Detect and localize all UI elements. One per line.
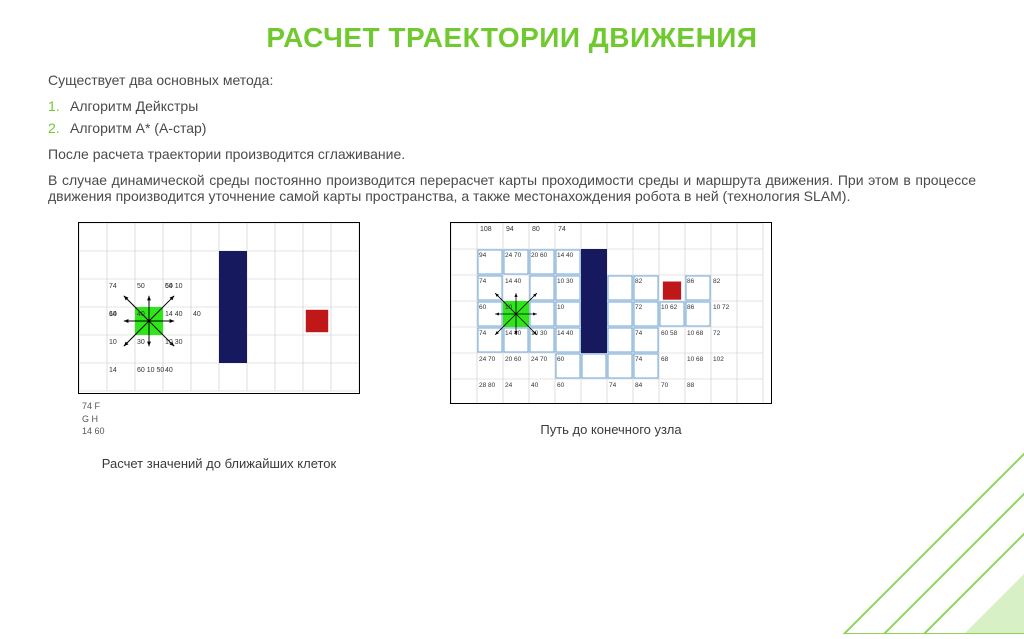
svg-text:86: 86 [687,304,695,311]
svg-text:10 62: 10 62 [661,304,678,311]
svg-text:14 40: 14 40 [557,330,574,337]
figure-1-caption: Расчет значений до ближайших клеток [102,456,336,471]
legend-line-2: G H [82,413,105,426]
figure-2-frame: 108 94 80 74 94 24 70 20 60 14 40 74 14 40 10 30 82… [450,222,772,404]
svg-text:10 68: 10 68 [687,356,704,363]
svg-text:24 70: 24 70 [479,356,496,363]
methods-list: Алгоритм Дейкстры Алгоритм A* (А-стар) [48,98,976,136]
svg-text:72: 72 [635,304,643,311]
svg-text:74: 74 [109,283,117,290]
svg-text:60: 60 [557,382,565,389]
figure-2: 108 94 80 74 94 24 70 20 60 14 40 74 14 40 10 30 82… [450,222,772,471]
svg-text:60: 60 [557,356,565,363]
figure-2-caption: Путь до конечного узла [540,422,681,437]
svg-text:84: 84 [635,382,643,389]
figure-1-svg: 7450541460 10604014 40103010 301460 10 5… [79,223,359,393]
figures-row: 7450541460 10604014 40103010 301460 10 5… [48,222,976,471]
svg-text:40: 40 [193,311,201,318]
svg-text:14: 14 [109,367,117,374]
svg-text:82: 82 [635,278,643,285]
method-item-2: Алгоритм A* (А-стар) [70,120,976,136]
svg-text:24 70: 24 70 [531,356,548,363]
svg-text:28 80: 28 80 [479,382,496,389]
svg-text:74: 74 [479,278,487,285]
svg-text:10 30: 10 30 [557,278,574,285]
page-title: РАСЧЕТ ТРАЕКТОРИИ ДВИЖЕНИЯ [48,22,976,54]
svg-text:74: 74 [635,330,643,337]
svg-text:74: 74 [558,226,566,233]
paragraph-2: В случае динамической среды постоянно пр… [48,172,976,204]
svg-text:10: 10 [557,304,565,311]
svg-text:14 40: 14 40 [505,278,522,285]
figure-1-legend: 74 F G H 14 60 [78,400,105,438]
svg-text:60: 60 [109,311,117,318]
legend-line-1: 74 F [82,400,105,413]
svg-text:70: 70 [661,382,669,389]
svg-text:10: 10 [109,339,117,346]
svg-text:72: 72 [713,330,721,337]
figure-1: 7450541460 10604014 40103010 301460 10 5… [78,222,360,471]
svg-text:10 68: 10 68 [687,330,704,337]
svg-text:74: 74 [479,330,487,337]
svg-text:86: 86 [687,278,695,285]
svg-text:14 40: 14 40 [557,252,574,259]
svg-text:94: 94 [479,252,487,259]
svg-text:74: 74 [609,382,617,389]
method-item-1: Алгоритм Дейкстры [70,98,976,114]
svg-text:50: 50 [137,283,145,290]
svg-text:20 60: 20 60 [531,252,548,259]
svg-text:108: 108 [480,226,492,233]
svg-text:74: 74 [635,356,643,363]
svg-text:60: 60 [479,304,487,311]
svg-text:102: 102 [713,356,724,363]
svg-text:40: 40 [137,311,145,318]
figure-2-svg: 108 94 80 74 94 24 70 20 60 14 40 74 14 40 10 30 82… [451,223,771,403]
svg-text:14 40: 14 40 [505,330,522,337]
svg-text:20 60: 20 60 [505,356,522,363]
svg-text:10 72: 10 72 [713,304,730,311]
svg-text:82: 82 [713,278,721,285]
svg-text:94: 94 [506,226,514,233]
svg-text:68: 68 [661,356,669,363]
svg-text:24 70: 24 70 [505,252,522,259]
svg-text:24: 24 [505,382,513,389]
svg-text:80: 80 [532,226,540,233]
svg-text:60 10: 60 10 [165,283,183,290]
svg-text:40: 40 [165,367,173,374]
svg-text:88: 88 [687,382,695,389]
legend-line-3: 14 60 [82,425,105,438]
slide-content: РАСЧЕТ ТРАЕКТОРИИ ДВИЖЕНИЯ Существует дв… [0,0,1024,471]
svg-text:10 30: 10 30 [165,339,183,346]
svg-text:14 40: 14 40 [165,311,183,318]
intro-text: Существует два основных метода: [48,72,976,88]
paragraph-1: После расчета траектории производится сг… [48,146,976,162]
figure-1-frame: 7450541460 10604014 40103010 301460 10 5… [78,222,360,394]
svg-text:40: 40 [531,382,539,389]
svg-text:30: 30 [137,339,145,346]
svg-text:60 10 50: 60 10 50 [137,367,164,374]
svg-text:60 58: 60 58 [661,330,678,337]
